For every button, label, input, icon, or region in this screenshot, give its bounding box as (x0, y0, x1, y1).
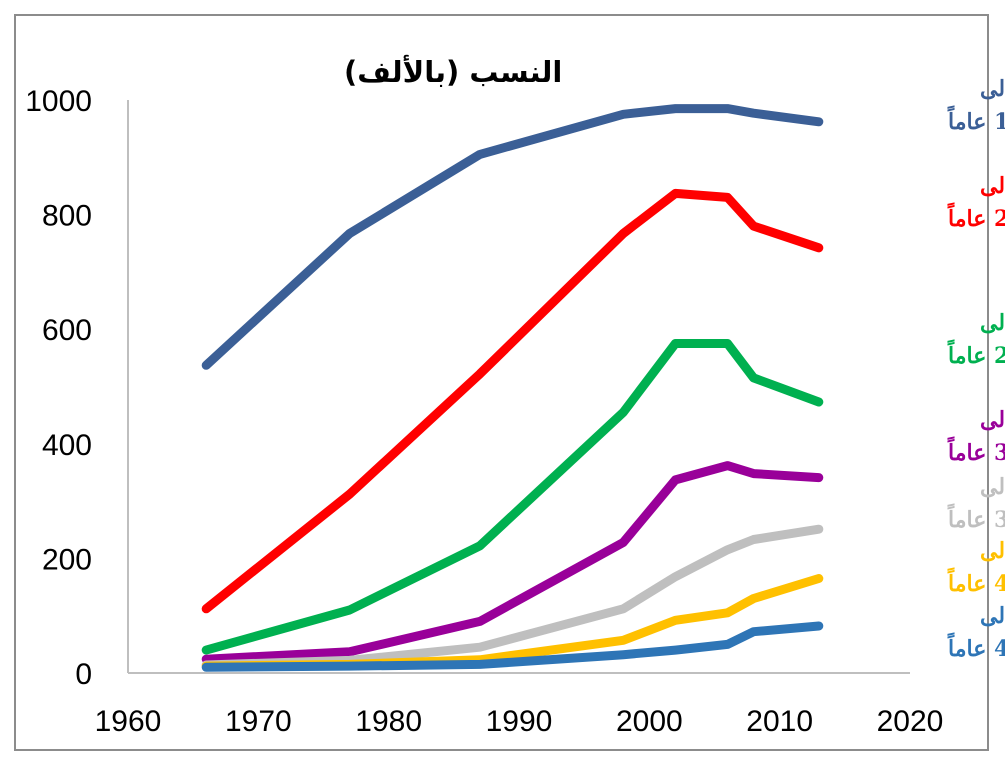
y-tick-label: 1000 (25, 85, 92, 118)
y-tick-label: 200 (42, 543, 92, 576)
x-tick-label: 2000 (616, 705, 683, 738)
series-label: 19 عاماً (947, 105, 1005, 135)
y-tick-label: 400 (42, 429, 92, 462)
series-label: من 35 إلى (980, 474, 1005, 501)
series-label: 39 عاماً (947, 503, 1005, 533)
series-label: من 30 إلى (980, 407, 1005, 434)
series-line (201, 524, 824, 670)
x-tick-label: 2020 (877, 705, 944, 738)
series-labels: من 15 إلى19 عاماً من 20 إلى24 عاماً من 25 … (947, 76, 1005, 662)
series-line (201, 104, 824, 370)
series-line (201, 188, 824, 614)
chart-axes (127, 100, 910, 674)
series-label: 44 عاماً (947, 567, 1005, 597)
series-label: 24 عاماً (947, 202, 1005, 232)
y-tick-label: 0 (75, 658, 92, 691)
x-tick-label: 1960 (95, 705, 162, 738)
x-tick-label: 1990 (486, 705, 553, 738)
y-tick-label: 800 (42, 200, 92, 233)
series-label: 34 عاماً (947, 436, 1005, 466)
series-label: من 15 إلى (980, 76, 1005, 103)
series-layer (201, 104, 824, 672)
series-label: من 45 إلى (980, 603, 1005, 630)
series-line (201, 339, 824, 655)
series-line (201, 621, 824, 672)
chart-frame (14, 14, 989, 751)
x-tick-label: 1980 (355, 705, 422, 738)
series-label: من 25 إلى (980, 310, 1005, 337)
series-line (201, 461, 824, 664)
series-label: 29 عاماً (947, 339, 1005, 369)
y-tick-label: 600 (42, 314, 92, 347)
series-label: من 20 إلى (980, 173, 1005, 200)
x-tick-label: 1970 (225, 705, 292, 738)
tick-labels: 1960 1970 1980 1990 2000 2010 2020 0 200 400 600 80… (25, 85, 943, 738)
x-tick-label: 2010 (746, 705, 813, 738)
series-label: 49 عاماً (947, 632, 1005, 662)
y-axis-label: النسب (بالألف) (344, 54, 562, 89)
series-label: من 40 إلى (980, 538, 1005, 565)
